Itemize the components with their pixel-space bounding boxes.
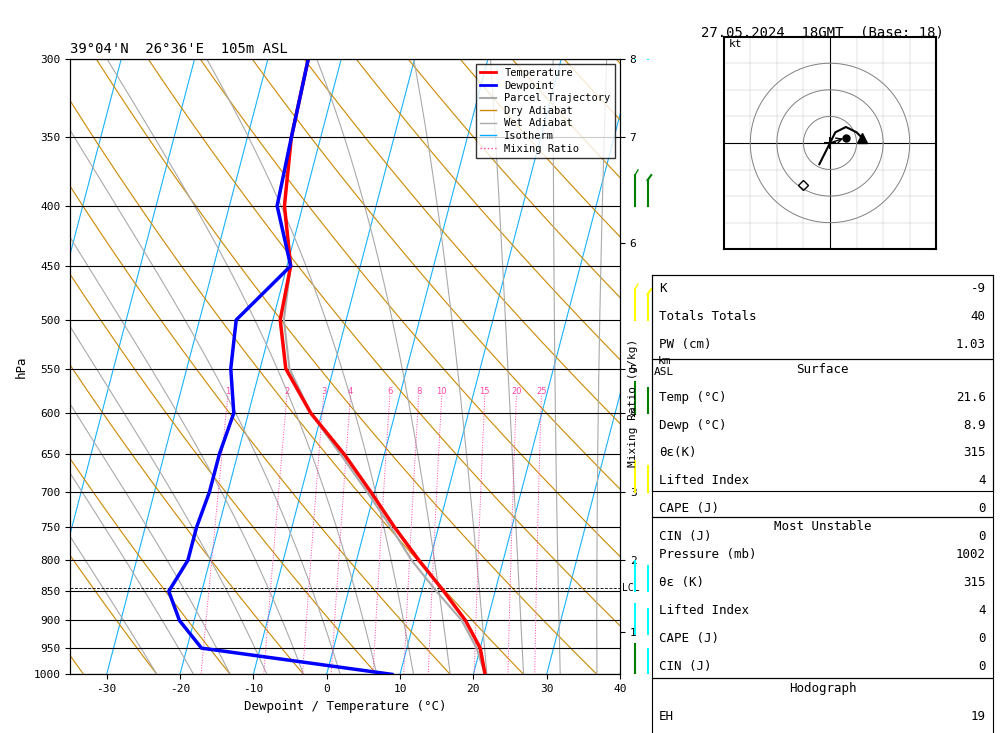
Text: kt: kt xyxy=(729,40,743,49)
Text: 4: 4 xyxy=(978,604,986,617)
Text: PW (cm): PW (cm) xyxy=(659,338,712,351)
Text: θε(K): θε(K) xyxy=(659,446,697,460)
Text: θε (K): θε (K) xyxy=(659,576,704,589)
Text: 1002: 1002 xyxy=(956,548,986,561)
Text: 25: 25 xyxy=(536,387,547,396)
Text: CIN (J): CIN (J) xyxy=(659,660,712,673)
Text: 6: 6 xyxy=(387,387,392,396)
Text: 20: 20 xyxy=(511,387,522,396)
X-axis label: Dewpoint / Temperature (°C): Dewpoint / Temperature (°C) xyxy=(244,699,446,712)
Legend: Temperature, Dewpoint, Parcel Trajectory, Dry Adiabat, Wet Adiabat, Isotherm, Mi: Temperature, Dewpoint, Parcel Trajectory… xyxy=(476,64,615,158)
Text: Lifted Index: Lifted Index xyxy=(659,604,749,617)
Text: 315: 315 xyxy=(963,446,986,460)
Text: Dewp (°C): Dewp (°C) xyxy=(659,419,727,432)
Text: 10: 10 xyxy=(436,387,447,396)
Text: -9: -9 xyxy=(971,282,986,295)
Text: Lifted Index: Lifted Index xyxy=(659,474,749,487)
Text: 1: 1 xyxy=(225,387,230,396)
Text: Surface: Surface xyxy=(796,363,849,376)
Text: 39°04'N  26°36'E  105m ASL: 39°04'N 26°36'E 105m ASL xyxy=(70,42,288,56)
Text: 4: 4 xyxy=(978,474,986,487)
Text: 27.05.2024  18GMT  (Base: 18): 27.05.2024 18GMT (Base: 18) xyxy=(701,26,944,40)
Text: 0: 0 xyxy=(978,502,986,515)
Text: 8.9: 8.9 xyxy=(963,419,986,432)
Text: LCL: LCL xyxy=(622,583,640,593)
Text: 40: 40 xyxy=(971,310,986,323)
Text: 21.6: 21.6 xyxy=(956,391,986,404)
Text: Mixing Ratio (g/kg): Mixing Ratio (g/kg) xyxy=(628,339,638,467)
Text: EH: EH xyxy=(659,710,674,723)
Y-axis label: hPa: hPa xyxy=(15,356,28,377)
Text: 0: 0 xyxy=(978,530,986,543)
Text: 3: 3 xyxy=(321,387,326,396)
Text: Temp (°C): Temp (°C) xyxy=(659,391,727,404)
Text: K: K xyxy=(659,282,667,295)
Text: 4: 4 xyxy=(348,387,353,396)
Text: 8: 8 xyxy=(416,387,421,396)
Text: 1.03: 1.03 xyxy=(956,338,986,351)
Text: Hodograph: Hodograph xyxy=(789,682,856,695)
Text: CAPE (J): CAPE (J) xyxy=(659,632,719,645)
Y-axis label: km
ASL: km ASL xyxy=(654,356,674,377)
Text: 2: 2 xyxy=(284,387,290,396)
Text: 0: 0 xyxy=(978,632,986,645)
Text: 0: 0 xyxy=(978,660,986,673)
Text: 315: 315 xyxy=(963,576,986,589)
Text: Totals Totals: Totals Totals xyxy=(659,310,757,323)
Text: Most Unstable: Most Unstable xyxy=(774,520,871,534)
Text: CAPE (J): CAPE (J) xyxy=(659,502,719,515)
Text: Pressure (mb): Pressure (mb) xyxy=(659,548,757,561)
Text: 19: 19 xyxy=(971,710,986,723)
Text: 15: 15 xyxy=(480,387,490,396)
Text: CIN (J): CIN (J) xyxy=(659,530,712,543)
